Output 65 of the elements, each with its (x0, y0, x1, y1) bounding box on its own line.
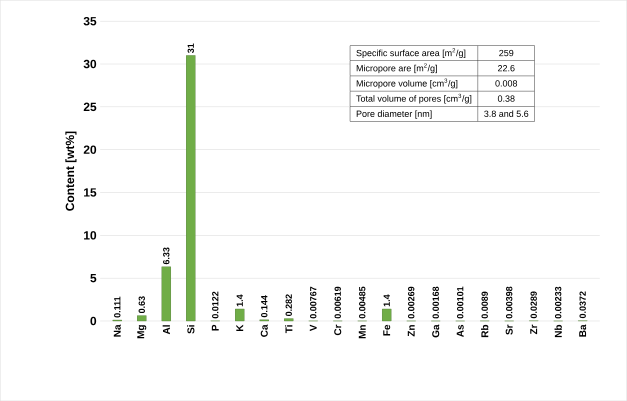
data-label: 0.0089 (482, 292, 488, 318)
y-tick-label: 25 (84, 102, 96, 112)
data-label: 0.00168 (432, 286, 439, 318)
x-tick-label: Na (114, 324, 121, 337)
annotation: 259 (499, 50, 514, 56)
data-label: 0.00767 (310, 286, 316, 318)
y-axis-title: Content [wt%] (65, 132, 76, 211)
annotation: Micropore are [m$^{2}$/g] (356, 63, 437, 74)
data-label: 0.00398 (506, 286, 512, 318)
annotation: Pore diameter [nm] (356, 110, 432, 119)
x-tick-label: Ca (260, 324, 268, 337)
annotation: Micropore volume [cm$^{3}$/g] (356, 78, 458, 88)
data-label: 0.00101 (457, 286, 464, 318)
data-label: 0.63 (138, 296, 145, 313)
x-tick-label: P (212, 324, 219, 330)
annotation: Specific surface area [m$^{2}$/g] (356, 48, 466, 58)
data-label: 0.0372 (579, 291, 586, 318)
annotation: 0.38 (498, 95, 515, 102)
x-tick-label: Ga (432, 324, 440, 338)
y-tick-label: 5 (90, 274, 96, 282)
x-tick-label: Sr (506, 324, 513, 335)
x-tick-label: Nb (554, 324, 562, 338)
y-tick-label: 0 (90, 316, 96, 326)
x-tick-label: Mg (137, 325, 146, 338)
y-tick-label: 35 (84, 16, 96, 26)
y-tick-label: 15 (84, 188, 96, 197)
x-tick-label: As (456, 324, 464, 337)
data-label: 1.4 (236, 294, 243, 306)
x-tick-label: Ti (285, 325, 292, 334)
y-tick-label: 20 (84, 145, 96, 154)
data-label: 6.33 (163, 247, 170, 264)
x-tick-label: Ba (579, 324, 586, 337)
data-label: 0.00619 (334, 286, 341, 318)
x-tick-label: Al (162, 325, 170, 334)
annotation: 22.6 (498, 64, 515, 72)
x-tick-label: Mn (358, 325, 366, 338)
data-label: 1.4 (384, 294, 390, 306)
data-label: 0.111 (114, 296, 120, 318)
data-label: 0.282 (286, 294, 292, 316)
bar (235, 308, 244, 322)
annotation: 3.8 and 5.6 (484, 110, 528, 117)
x-tick-label: V (310, 324, 317, 332)
x-tick-label: Si (187, 325, 194, 334)
y-tick-label: 10 (84, 231, 96, 240)
x-tick-label: Zr (530, 324, 538, 334)
x-tick-label: Cr (334, 324, 342, 336)
data-label: 0.00485 (359, 286, 366, 318)
data-label: 0.00269 (408, 286, 414, 318)
data-label: 0.0289 (530, 291, 537, 318)
bar (382, 308, 392, 322)
data-label: 0.00233 (555, 286, 562, 318)
y-tick-label: 30 (84, 60, 96, 68)
bar (162, 266, 171, 322)
bar (186, 55, 196, 322)
data-label: 0.144 (261, 295, 268, 318)
annotation: Total volume of pores [cm$^{3}$/g] (356, 94, 472, 104)
x-tick-label: Fe (383, 324, 390, 336)
x-tick-label: Rb (481, 324, 488, 338)
bar (284, 318, 294, 322)
x-tick-label: Zn (408, 325, 415, 336)
x-tick-label: K (236, 324, 244, 331)
data-label: 31 (188, 43, 194, 53)
data-label: 0.0122 (212, 292, 218, 318)
annotation: 0.008 (495, 80, 518, 87)
bar (137, 315, 146, 322)
